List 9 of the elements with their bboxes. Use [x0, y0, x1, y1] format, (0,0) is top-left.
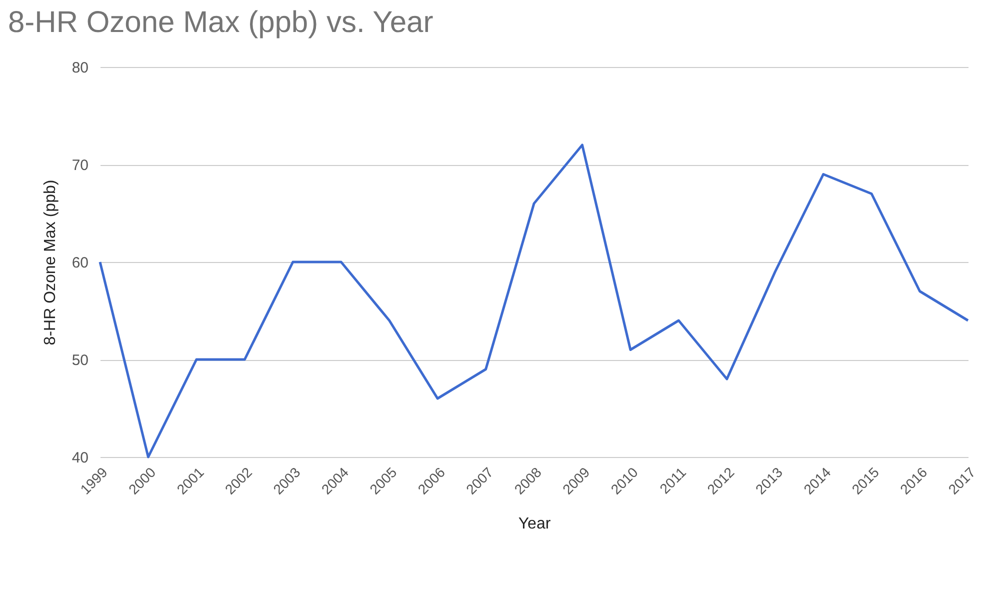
y-tick-label: 80 — [72, 60, 88, 76]
y-axis-title: 8-HR Ozone Max (ppb) — [42, 180, 59, 346]
y-tick-label: 70 — [72, 157, 88, 174]
x-axis-title: Year — [518, 515, 552, 532]
chart-title: 8-HR Ozone Max (ppb) vs. Year — [8, 6, 434, 39]
y-tick-label: 50 — [72, 352, 88, 369]
y-tick-label: 60 — [72, 254, 88, 272]
line-series — [98, 144, 970, 458]
y-tick-label: 40 — [72, 450, 88, 466]
